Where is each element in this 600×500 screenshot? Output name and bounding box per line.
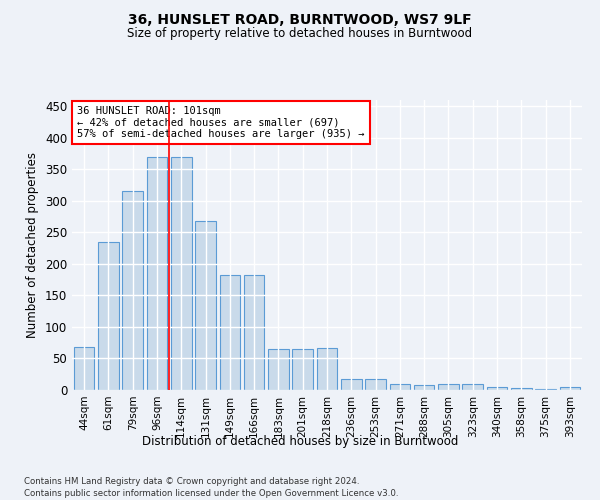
Bar xyxy=(244,274,265,390)
Bar xyxy=(268,349,289,390)
Bar xyxy=(220,274,240,390)
Bar xyxy=(195,221,216,390)
Bar xyxy=(560,388,580,390)
Text: Contains HM Land Registry data © Crown copyright and database right 2024.: Contains HM Land Registry data © Crown c… xyxy=(24,478,359,486)
Bar xyxy=(414,385,434,390)
Bar xyxy=(365,380,386,390)
Bar xyxy=(438,384,459,390)
Bar xyxy=(292,349,313,390)
Bar xyxy=(463,384,483,390)
Bar xyxy=(487,387,508,390)
Text: 36, HUNSLET ROAD, BURNTWOOD, WS7 9LF: 36, HUNSLET ROAD, BURNTWOOD, WS7 9LF xyxy=(128,12,472,26)
Text: Size of property relative to detached houses in Burntwood: Size of property relative to detached ho… xyxy=(127,28,473,40)
Bar xyxy=(122,192,143,390)
Y-axis label: Number of detached properties: Number of detached properties xyxy=(26,152,40,338)
Text: Distribution of detached houses by size in Burntwood: Distribution of detached houses by size … xyxy=(142,435,458,448)
Bar xyxy=(389,384,410,390)
Bar xyxy=(341,378,362,390)
Bar xyxy=(511,388,532,390)
Bar xyxy=(74,347,94,390)
Bar xyxy=(146,156,167,390)
Bar xyxy=(98,242,119,390)
Text: 36 HUNSLET ROAD: 101sqm
← 42% of detached houses are smaller (697)
57% of semi-d: 36 HUNSLET ROAD: 101sqm ← 42% of detache… xyxy=(77,106,365,139)
Bar xyxy=(317,348,337,390)
Text: Contains public sector information licensed under the Open Government Licence v3: Contains public sector information licen… xyxy=(24,489,398,498)
Bar xyxy=(171,156,191,390)
